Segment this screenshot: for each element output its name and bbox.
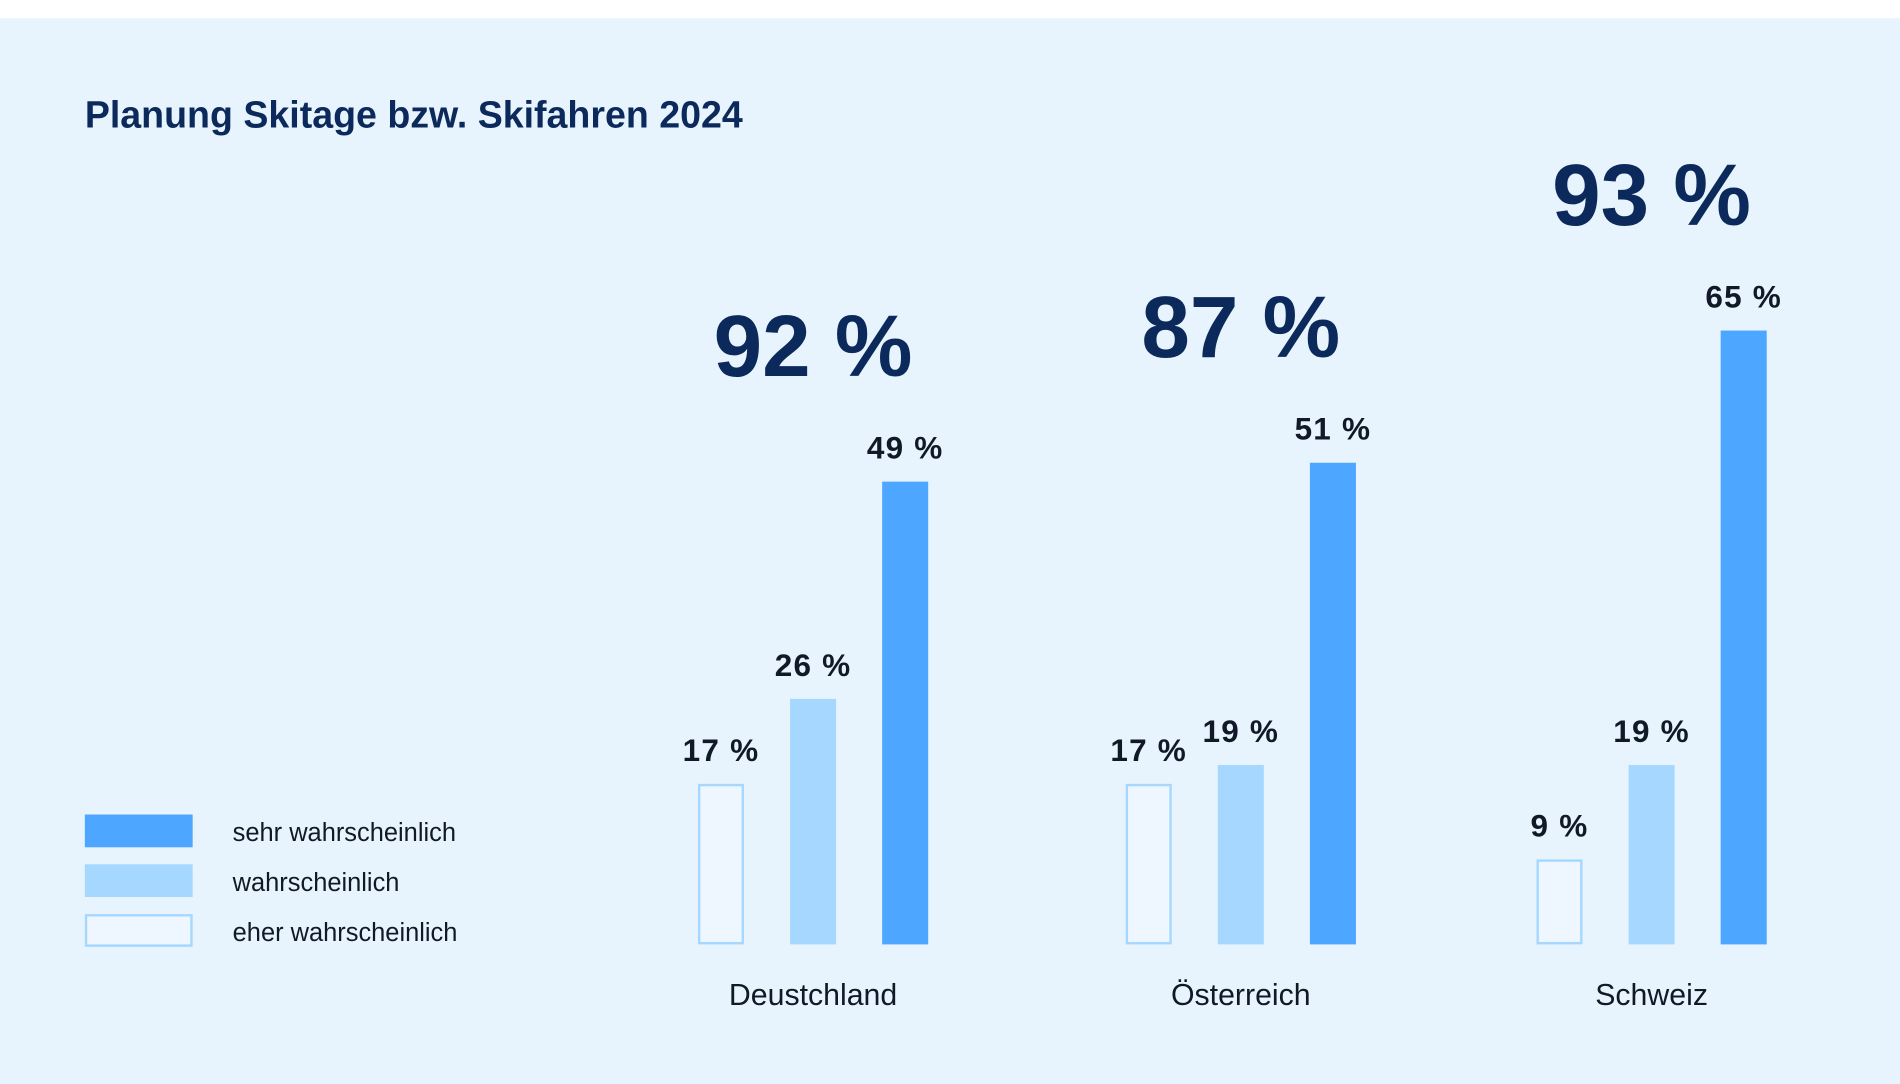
legend-item: wahrscheinlich xyxy=(84,864,400,898)
bar-value-label: 17 % xyxy=(683,732,760,768)
bar-group: 9 % 19 % 65 % 93 % Schweiz xyxy=(1531,146,1782,1012)
legend-item: sehr wahrscheinlich xyxy=(84,814,456,848)
bar-groups: 17 % 26 % 49 % 92 % Deustchland 17 % 19 % 51 % 8… xyxy=(683,146,1782,1012)
bar-value-label: 49 % xyxy=(867,430,944,466)
bar-group: 17 % 26 % 49 % 92 % Deustchland xyxy=(683,297,944,1012)
bar xyxy=(1217,764,1264,945)
legend-item: eher wahrscheinlich xyxy=(84,914,458,947)
bar xyxy=(882,481,929,945)
bar xyxy=(1536,859,1583,945)
legend-label: eher wahrscheinlich xyxy=(233,919,458,947)
bar xyxy=(1628,764,1675,945)
legend-swatch xyxy=(84,814,193,848)
bar-value-label: 65 % xyxy=(1705,278,1782,314)
bar-value-label: 26 % xyxy=(775,647,852,683)
category-label: Deustchland xyxy=(729,979,897,1012)
legend: sehr wahrscheinlich wahrscheinlich eher wa… xyxy=(84,814,458,947)
legend-swatch xyxy=(84,914,193,947)
bar-value-label: 17 % xyxy=(1110,732,1187,768)
bar xyxy=(1720,330,1767,945)
total-label: 87 % xyxy=(1141,278,1340,376)
bar xyxy=(1125,783,1172,945)
legend-label: wahrscheinlich xyxy=(232,869,400,897)
bar xyxy=(697,783,745,945)
chart-background xyxy=(0,18,1900,1084)
category-label: Schweiz xyxy=(1595,979,1708,1012)
chart-title: Planung Skitage bzw. Skifahren 2024 xyxy=(85,93,743,135)
bar-group: 17 % 19 % 51 % 87 % Österreich xyxy=(1110,278,1372,1012)
bar-value-label: 51 % xyxy=(1295,411,1372,447)
bar xyxy=(790,698,837,945)
bar-value-label: 19 % xyxy=(1613,713,1690,749)
bar-value-label: 19 % xyxy=(1203,713,1280,749)
bar-value-label: 9 % xyxy=(1531,807,1589,843)
category-label: Österreich xyxy=(1171,979,1311,1012)
total-label: 92 % xyxy=(714,297,913,395)
legend-label: sehr wahrscheinlich xyxy=(233,819,456,847)
total-label: 93 % xyxy=(1552,146,1751,244)
legend-swatch xyxy=(84,864,193,898)
bar xyxy=(1309,462,1356,945)
